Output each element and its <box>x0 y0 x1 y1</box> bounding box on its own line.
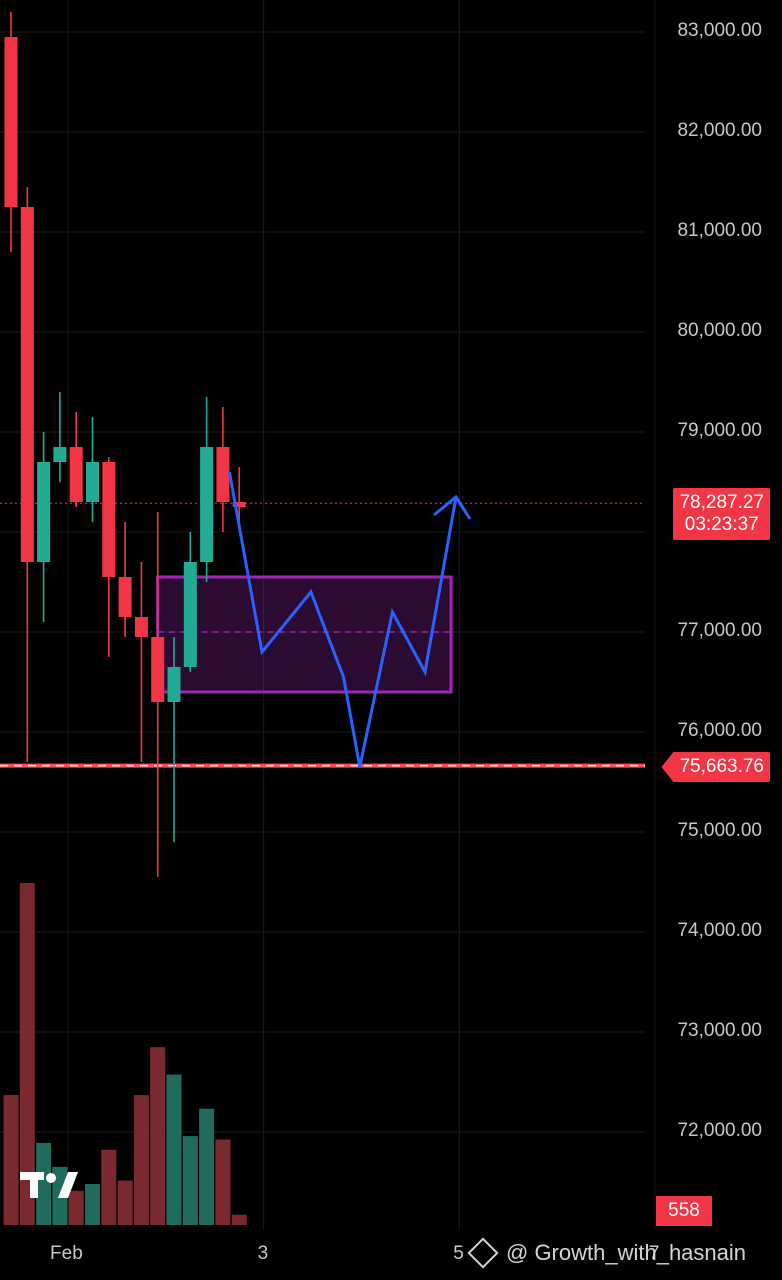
price-tick-label: 72,000.00 <box>677 1120 762 1141</box>
price-tick-label: 75,000.00 <box>677 820 762 841</box>
current-price-tag: 78,287.27 03:23:37 <box>673 488 770 540</box>
candle-body <box>134 617 148 637</box>
candle-body <box>4 37 18 207</box>
price-tick-label: 77,000.00 <box>677 620 762 641</box>
price-tick-label: 74,000.00 <box>677 920 762 941</box>
price-tick-label: 79,000.00 <box>677 420 762 441</box>
volume-bar <box>68 1190 84 1225</box>
volume-bar <box>36 1142 52 1225</box>
time-tick-label: 5 <box>453 1243 464 1264</box>
volume-bar <box>150 1047 166 1225</box>
volume-value-tag: 558 <box>656 1196 712 1226</box>
volume-bar <box>215 1139 231 1225</box>
time-tick-label: 7 <box>648 1243 660 1264</box>
projection-path <box>227 471 458 768</box>
candle-body <box>102 462 116 577</box>
candle-body <box>53 447 67 462</box>
tradingview-logo-icon <box>20 1172 78 1198</box>
candle-body <box>86 462 99 502</box>
candle-body <box>69 447 83 502</box>
volume-bar <box>166 1074 182 1225</box>
candle-body <box>232 502 246 507</box>
price-tick-label: 80,000.00 <box>677 320 762 341</box>
volume-bar <box>3 1095 19 1225</box>
price-tick-label: 81,000.00 <box>677 220 762 241</box>
volume-bar <box>85 1183 100 1225</box>
binance-diamond-icon <box>467 1237 499 1269</box>
price-tick-label: 76,000.00 <box>677 720 762 741</box>
current-price-label: 78,287.27 <box>679 492 764 513</box>
volume-bar <box>101 1149 117 1225</box>
price-tick-label: 82,000.00 <box>677 120 762 141</box>
volume-bar <box>182 1136 198 1225</box>
candle-body <box>37 462 51 562</box>
candle-body <box>151 637 165 702</box>
time-tick-label: Feb <box>50 1243 83 1264</box>
candle-body <box>216 447 230 502</box>
price-tick-label: 83,000.00 <box>677 20 762 41</box>
candle-body <box>167 667 181 702</box>
time-tick-label: 3 <box>257 1243 269 1264</box>
support-price-label: 75,663.76 <box>679 756 764 777</box>
candle-body <box>20 207 34 562</box>
candle-body <box>200 447 214 562</box>
volume-bar <box>19 883 35 1225</box>
watermark: @ Growth_with_hasnain <box>467 1237 747 1269</box>
candle-body <box>183 562 197 667</box>
volume-bar <box>117 1180 133 1225</box>
projection-arrowhead <box>433 494 472 520</box>
support-price-tag: 75,663.76 <box>661 752 770 782</box>
demand-zone <box>156 575 453 694</box>
candle-body <box>118 577 132 617</box>
volume-bar <box>231 1214 247 1225</box>
watermark-text: @ Growth_with_hasnain <box>506 1240 747 1265</box>
price-tick-label: 73,000.00 <box>677 1020 762 1041</box>
candle-countdown: 03:23:37 <box>684 514 759 535</box>
volume-bar <box>133 1095 149 1225</box>
volume-bar <box>199 1108 215 1225</box>
